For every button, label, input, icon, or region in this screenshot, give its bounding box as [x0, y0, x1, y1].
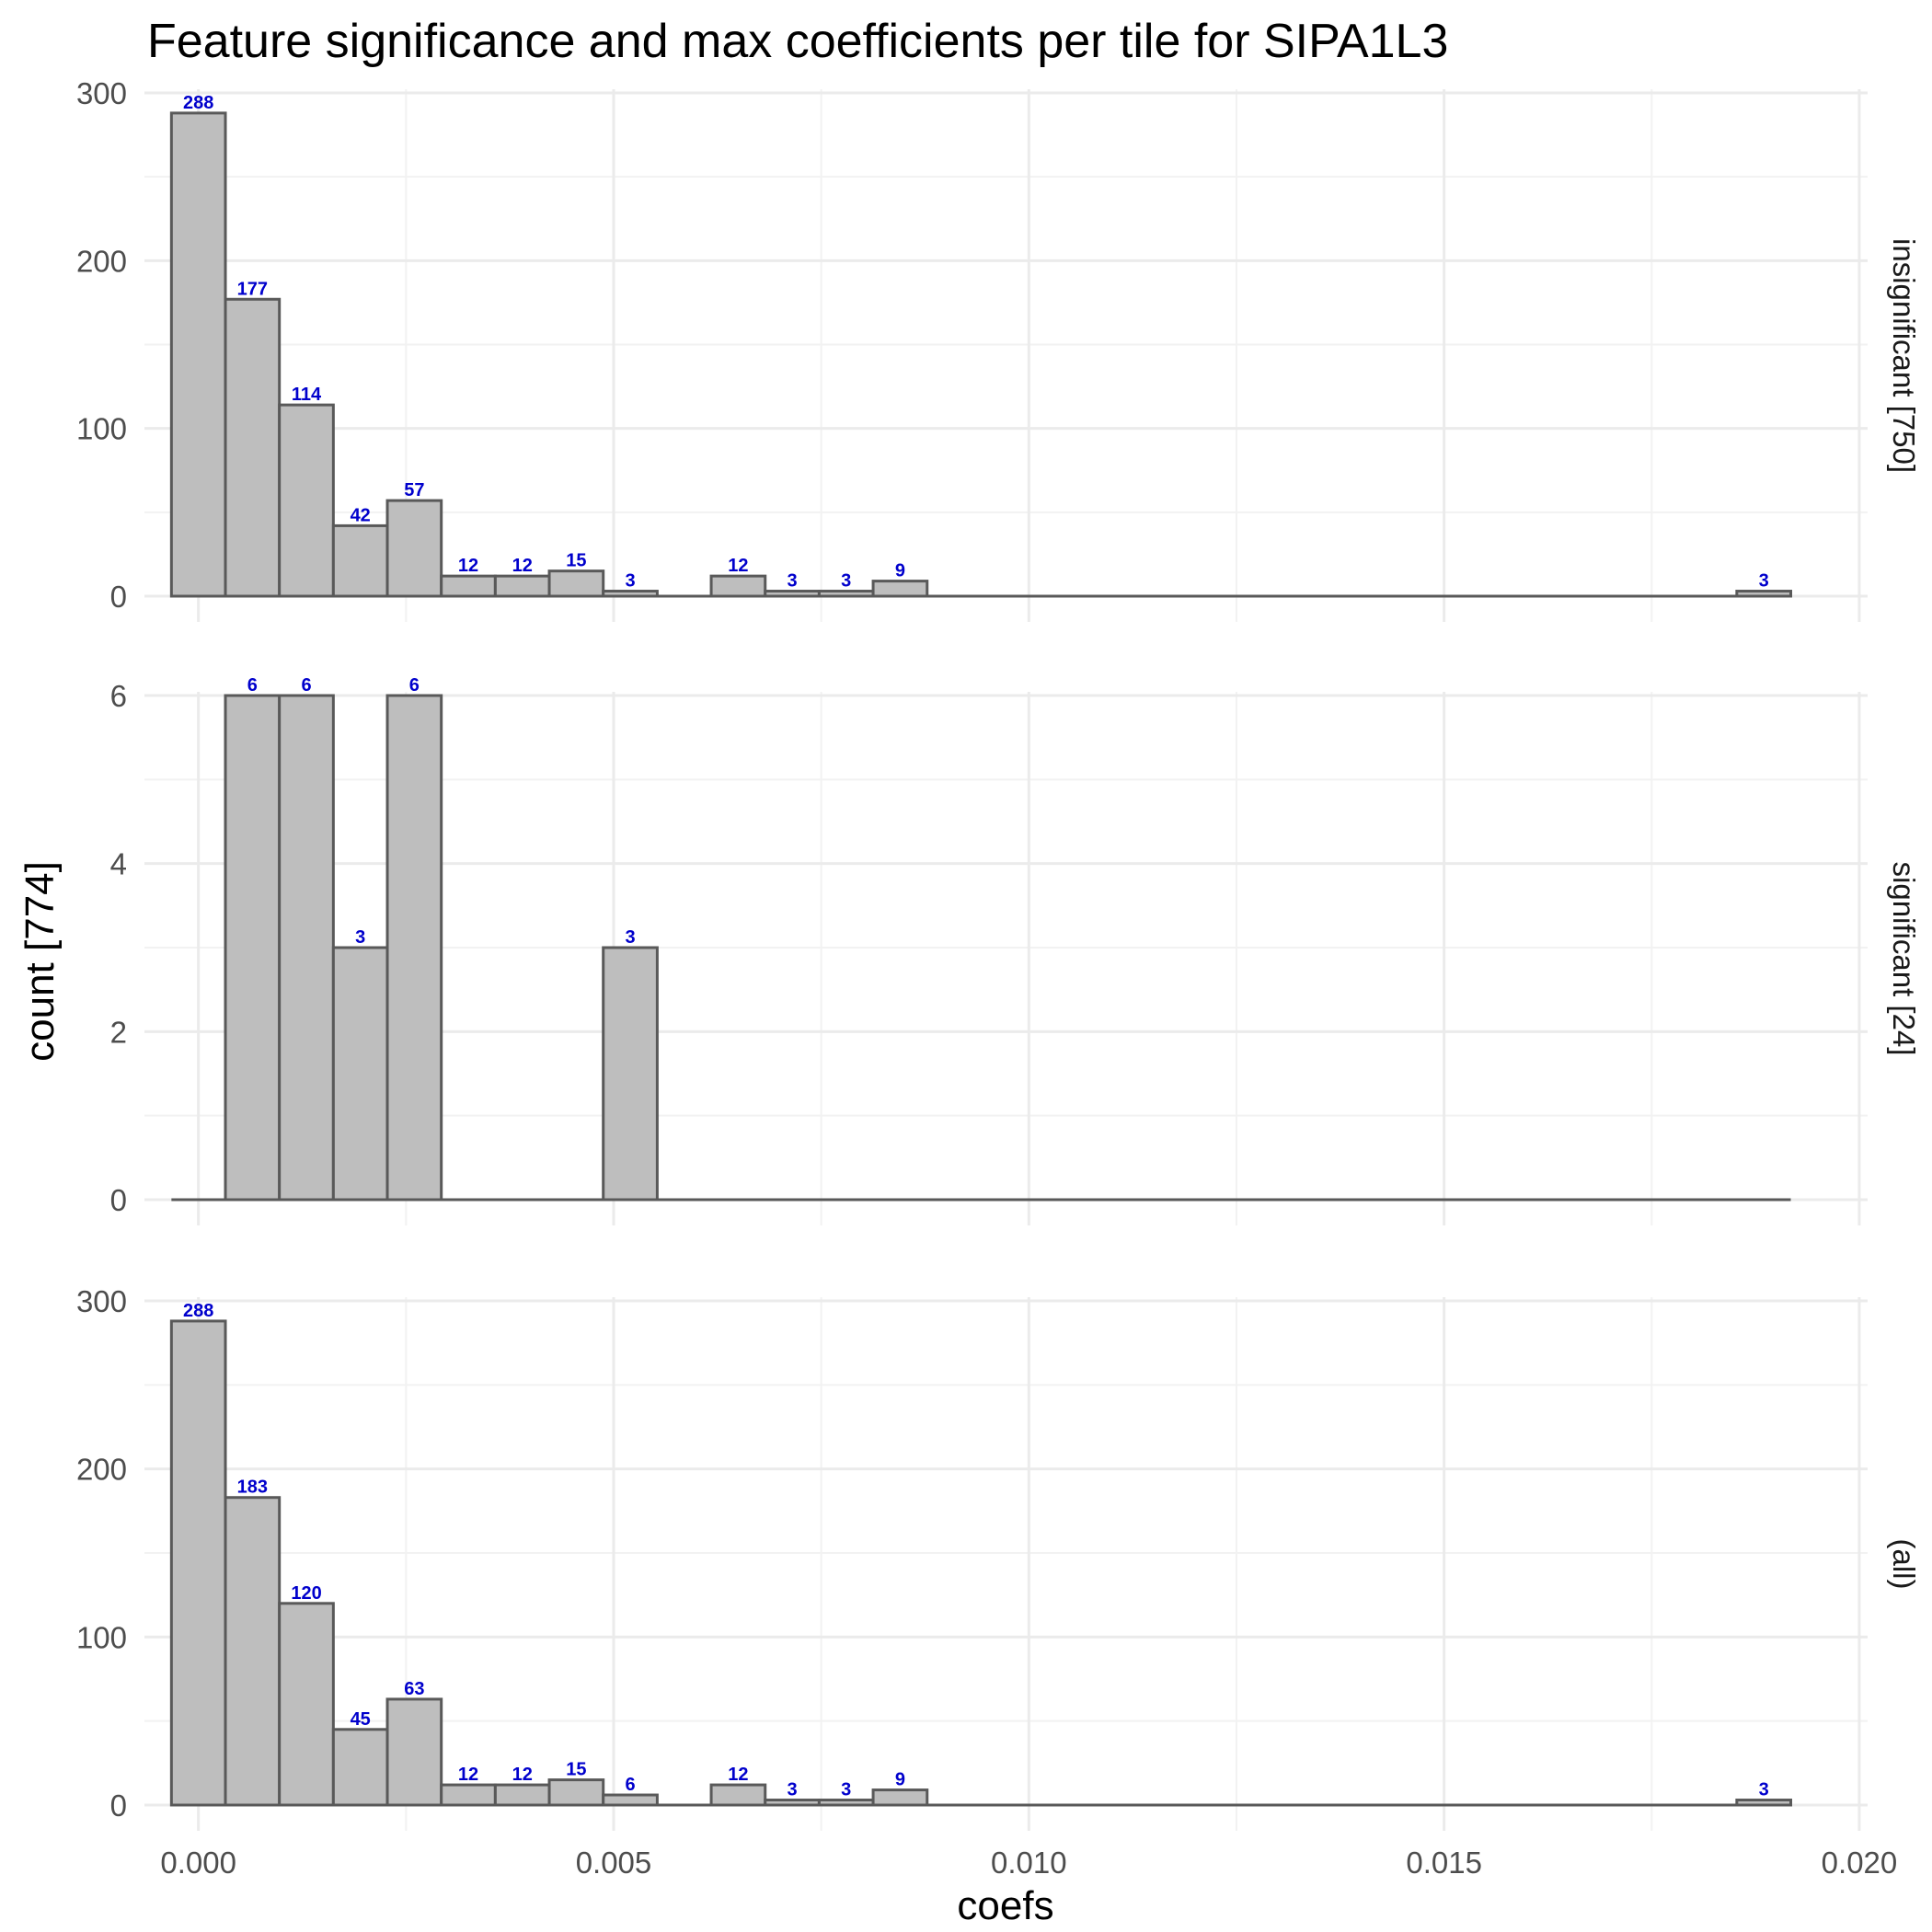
- bar-value-label: 120: [291, 1583, 321, 1604]
- facet-panel: 0 100 200 300 288 183 120 45 63 12 12 15 6 12 3 3 9 3 (all…: [76, 1284, 1921, 1831]
- y-tick-label: 0: [110, 580, 127, 614]
- bar-value-label: 183: [237, 1478, 268, 1498]
- histogram-bar: [602, 590, 659, 598]
- histogram-bar: [385, 1697, 443, 1807]
- y-tick-label: 300: [76, 76, 127, 110]
- y-tick-label: 200: [76, 1453, 127, 1487]
- bar-value-label: 288: [183, 93, 213, 113]
- histogram-bar: [764, 1799, 821, 1807]
- bar-value-label: 3: [625, 571, 635, 592]
- y-tick-label: 4: [110, 847, 127, 881]
- y-tick-label: 300: [76, 1284, 127, 1318]
- facet-panel: 0 100 200 300 288 177 114 42 57 12 12 15 3 12 3 3 9 3 insi…: [76, 76, 1921, 622]
- bar-value-label: 6: [409, 675, 420, 696]
- bars: 6 6 3 6 3: [171, 675, 1791, 1202]
- histogram-bar: [547, 1778, 605, 1807]
- x-tick-label: 0.020: [1822, 1846, 1898, 1880]
- histogram-bar: [385, 499, 443, 598]
- x-tick-label: 0.010: [991, 1846, 1067, 1880]
- bar-value-label: 12: [458, 556, 478, 576]
- y-tick-label: 2: [110, 1015, 127, 1049]
- histogram-bar: [278, 403, 335, 598]
- histogram-bar: [709, 574, 767, 598]
- histogram-bar: [278, 1602, 335, 1807]
- y-tick-label: 200: [76, 244, 127, 278]
- bar-value-label: 6: [625, 1775, 635, 1795]
- histogram-bar: [169, 111, 227, 598]
- histogram-bar: [331, 946, 389, 1202]
- bar-value-label: 3: [355, 927, 365, 948]
- y-tick-label: 100: [76, 1620, 127, 1654]
- bar-value-label: 3: [1759, 571, 1769, 592]
- histogram-bar: [871, 1788, 929, 1807]
- bar-value-label: 3: [625, 927, 635, 948]
- facet-strip-label: (all): [1887, 1539, 1921, 1590]
- histogram-bar: [871, 580, 929, 598]
- histogram-bar: [385, 694, 443, 1202]
- bar-value-label: 12: [728, 1765, 748, 1785]
- bar-value-label: 9: [895, 561, 905, 581]
- x-axis-title: coefs: [957, 1883, 1053, 1928]
- x-tick-label: 0.015: [1406, 1846, 1482, 1880]
- x-axis: 0.000 0.005 0.010 0.015 0.020: [160, 1846, 1897, 1880]
- histogram-bar: [817, 1799, 875, 1807]
- histogram-bar: [224, 297, 282, 598]
- bars: 288 177 114 42 57 12 12 15 3 12 3 3 9 3: [169, 93, 1793, 598]
- histogram-bar: [169, 1319, 227, 1807]
- bar-value-label: 12: [512, 556, 533, 576]
- y-axis-title: count [774]: [17, 861, 63, 1062]
- x-tick-label: 0.000: [160, 1846, 236, 1880]
- histogram-bar: [709, 1783, 767, 1807]
- bar-value-label: 12: [512, 1765, 533, 1785]
- bar-value-label: 3: [841, 571, 851, 592]
- y-tick-label: 6: [110, 679, 127, 713]
- bar-value-label: 114: [292, 385, 322, 405]
- histogram-bar: [547, 569, 605, 598]
- bar-value-label: 57: [404, 480, 424, 500]
- histogram-bar: [331, 1728, 389, 1807]
- histogram-bar: [224, 694, 282, 1202]
- bar-value-label: 12: [728, 556, 748, 576]
- y-tick-label: 100: [76, 412, 127, 446]
- bar-value-label: 288: [183, 1301, 213, 1321]
- facet-strip-label: insignificant [750]: [1887, 238, 1921, 473]
- bar-value-label: 42: [351, 505, 371, 525]
- bar-value-label: 9: [895, 1770, 905, 1790]
- histogram-bar: [440, 1783, 497, 1807]
- histogram-bar: [278, 694, 335, 1202]
- bar-value-label: 6: [247, 675, 258, 696]
- histogram-bar: [1735, 1799, 1793, 1807]
- histogram-bar: [493, 574, 551, 598]
- bar-value-label: 15: [566, 551, 586, 571]
- histogram-bar: [764, 590, 821, 598]
- facet-strip-label: significant [24]: [1887, 862, 1921, 1056]
- bar-value-label: 63: [404, 1679, 424, 1699]
- histogram-bar: [1735, 590, 1793, 598]
- histogram-bar: [817, 590, 875, 598]
- bars: 288 183 120 45 63 12 12 15 6 12 3 3 9 3: [169, 1301, 1793, 1807]
- bar-value-label: 3: [788, 571, 798, 592]
- histogram-bar: [224, 1496, 282, 1807]
- histogram-bar: [602, 946, 659, 1202]
- facet-panel: 0 2 4 6 6 6 3 6 3 significant [24]: [110, 675, 1921, 1225]
- bar-value-label: 6: [301, 675, 311, 696]
- y-tick-label: 0: [110, 1788, 127, 1823]
- histogram-bar: [602, 1793, 659, 1807]
- x-tick-label: 0.005: [576, 1846, 652, 1880]
- histogram-bar: [493, 1783, 551, 1807]
- bar-value-label: 3: [1759, 1780, 1769, 1800]
- bar-value-label: 45: [351, 1709, 371, 1730]
- bar-value-label: 177: [237, 279, 268, 299]
- histogram-bar: [331, 523, 389, 598]
- histogram-bar: [440, 574, 497, 598]
- bar-value-label: 3: [788, 1780, 798, 1800]
- bar-value-label: 3: [841, 1780, 851, 1800]
- bar-value-label: 15: [566, 1760, 586, 1780]
- bar-value-label: 12: [458, 1765, 478, 1785]
- chart-title: Feature significance and max coefficient…: [147, 15, 1448, 68]
- y-tick-label: 0: [110, 1183, 127, 1217]
